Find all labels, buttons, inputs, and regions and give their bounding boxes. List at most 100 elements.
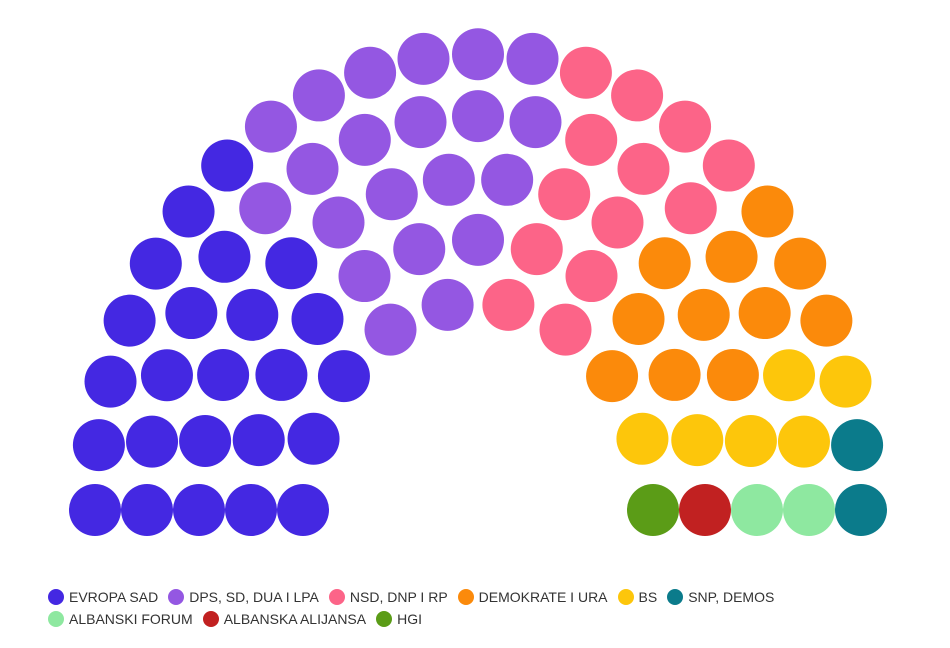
legend-swatch — [168, 589, 185, 605]
seat — [738, 287, 791, 340]
seat — [140, 349, 193, 402]
seat — [129, 237, 182, 290]
seat — [232, 414, 285, 467]
seat — [705, 230, 758, 283]
legend-label: NSD, DNP I RP — [349, 589, 448, 605]
seat — [292, 69, 345, 122]
seat — [126, 415, 179, 468]
seat — [121, 484, 173, 536]
seat — [338, 250, 391, 303]
legend-item: BS — [617, 589, 658, 605]
seat — [741, 185, 794, 238]
seat — [452, 213, 504, 266]
legend-swatch — [48, 611, 64, 627]
seat — [831, 419, 884, 472]
seat — [677, 288, 730, 341]
seat — [452, 90, 504, 143]
legend-swatch — [202, 611, 219, 627]
legend-label: HGI — [397, 611, 422, 627]
legend-item: ALBANSKA ALIJANSA — [202, 611, 367, 627]
legend-swatch — [667, 589, 684, 605]
seat — [638, 237, 691, 290]
seat — [365, 168, 418, 221]
seat — [509, 96, 562, 149]
seat — [819, 355, 872, 408]
seat — [394, 96, 447, 149]
seat — [731, 484, 783, 536]
legend-swatch — [48, 589, 64, 605]
seat — [244, 100, 297, 153]
seat — [201, 139, 254, 192]
legend-label: ALBANSKA ALIJANSA — [223, 611, 367, 627]
seat — [179, 414, 232, 467]
legend-item: DPS, SD, DUA I LPA — [168, 589, 319, 605]
seat — [265, 237, 318, 290]
seat — [648, 348, 701, 401]
seat — [286, 142, 339, 195]
seat — [800, 294, 853, 347]
seat — [198, 230, 251, 283]
seat — [586, 350, 639, 403]
seat — [611, 69, 664, 122]
seat — [702, 139, 755, 192]
seat — [364, 303, 417, 356]
seat — [317, 350, 370, 403]
seat — [559, 46, 612, 99]
seat — [84, 355, 137, 408]
seat — [422, 153, 475, 206]
legend-label: BS — [638, 589, 658, 605]
legend-label: EVROPA SAD — [69, 589, 159, 605]
legend-swatch — [376, 611, 393, 627]
seat — [659, 100, 712, 153]
legend-label: SNP, DEMOS — [688, 589, 775, 605]
seat — [538, 168, 591, 221]
seat — [277, 484, 329, 536]
seat — [338, 113, 391, 166]
seat — [565, 250, 618, 303]
seat — [103, 294, 156, 347]
seat — [539, 303, 592, 356]
seat — [226, 288, 279, 341]
chart — [69, 28, 887, 536]
seat — [679, 484, 731, 536]
seat — [481, 153, 534, 206]
seat — [255, 348, 308, 401]
seat — [835, 484, 887, 536]
seat — [312, 196, 365, 249]
legend-item: NSD, DNP I RP — [328, 589, 448, 605]
seat — [173, 484, 225, 536]
seat — [617, 142, 670, 195]
seat — [724, 414, 777, 467]
legend-item: ALBANSKI FORUM — [48, 611, 193, 627]
seat — [763, 349, 816, 402]
seat — [627, 484, 679, 536]
seat — [783, 484, 835, 536]
legend: EVROPA SAD DPS, SD, DUA I LPA NSD, DNP I R… — [48, 589, 808, 627]
seat — [72, 419, 125, 472]
seat — [291, 292, 344, 345]
legend-item: DEMOKRATE I URA — [457, 589, 608, 605]
seat — [421, 278, 474, 331]
seat — [197, 348, 250, 401]
seat — [777, 415, 830, 468]
seat — [706, 348, 759, 401]
legend-item: SNP, DEMOS — [667, 589, 774, 605]
seat — [165, 287, 218, 340]
seat — [612, 292, 665, 345]
seat — [69, 484, 121, 536]
legend-swatch — [617, 589, 634, 605]
seat — [591, 196, 644, 249]
seat — [162, 185, 215, 238]
legend-label: ALBANSKI FORUM — [69, 611, 193, 627]
seat — [510, 223, 563, 276]
seat — [393, 223, 446, 276]
legend-swatch — [328, 589, 345, 605]
seat — [671, 414, 724, 467]
seat — [239, 182, 292, 235]
seat — [664, 182, 717, 235]
seat — [287, 412, 340, 465]
seat — [344, 46, 397, 99]
legend-item: HGI — [376, 611, 422, 627]
seat — [565, 113, 618, 166]
